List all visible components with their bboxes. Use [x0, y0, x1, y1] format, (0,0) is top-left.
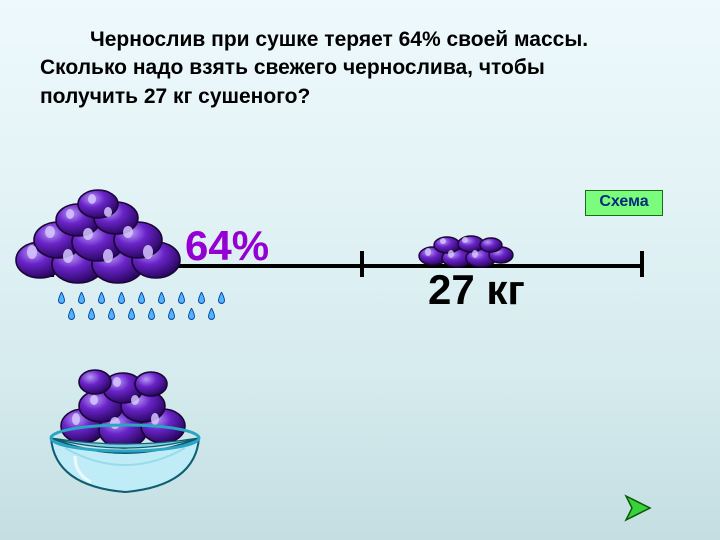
water-drop	[58, 292, 65, 304]
water-drop	[78, 292, 85, 304]
water-drop	[158, 292, 165, 304]
water-drop	[138, 292, 145, 304]
problem-line2: Сколько надо взять свежего чернослива, ч…	[40, 56, 545, 79]
water-drop	[128, 308, 135, 320]
problem-line1: Чернослив при сушке теряет 64% своей мас…	[90, 28, 588, 51]
water-drop	[218, 292, 225, 304]
slide: Чернослив при сушке теряет 64% своей мас…	[0, 0, 720, 540]
dried-plum-pile	[415, 228, 515, 268]
water-drop	[98, 292, 105, 304]
percent-label: 64%	[185, 222, 269, 270]
fresh-plum-pile	[10, 188, 190, 288]
water-drop	[88, 308, 95, 320]
water-drop	[188, 308, 195, 320]
water-drop	[108, 308, 115, 320]
tick-mid	[360, 251, 364, 277]
water-drop	[178, 292, 185, 304]
water-drop	[198, 292, 205, 304]
scheme-button[interactable]: Схема	[585, 190, 663, 216]
water-drop	[168, 308, 175, 320]
water-drop	[148, 308, 155, 320]
kg-label: 27 кг	[428, 266, 525, 314]
next-arrow-button[interactable]	[622, 492, 654, 524]
tick-right	[640, 251, 644, 277]
bowl-with-plums	[35, 360, 215, 500]
water-drop	[208, 308, 215, 320]
problem-line3: получить 27 кг сушеного?	[40, 85, 310, 108]
water-drop	[118, 292, 125, 304]
water-drop	[68, 308, 75, 320]
problem-text: Чернослив при сушке теряет 64% своей мас…	[40, 26, 588, 111]
